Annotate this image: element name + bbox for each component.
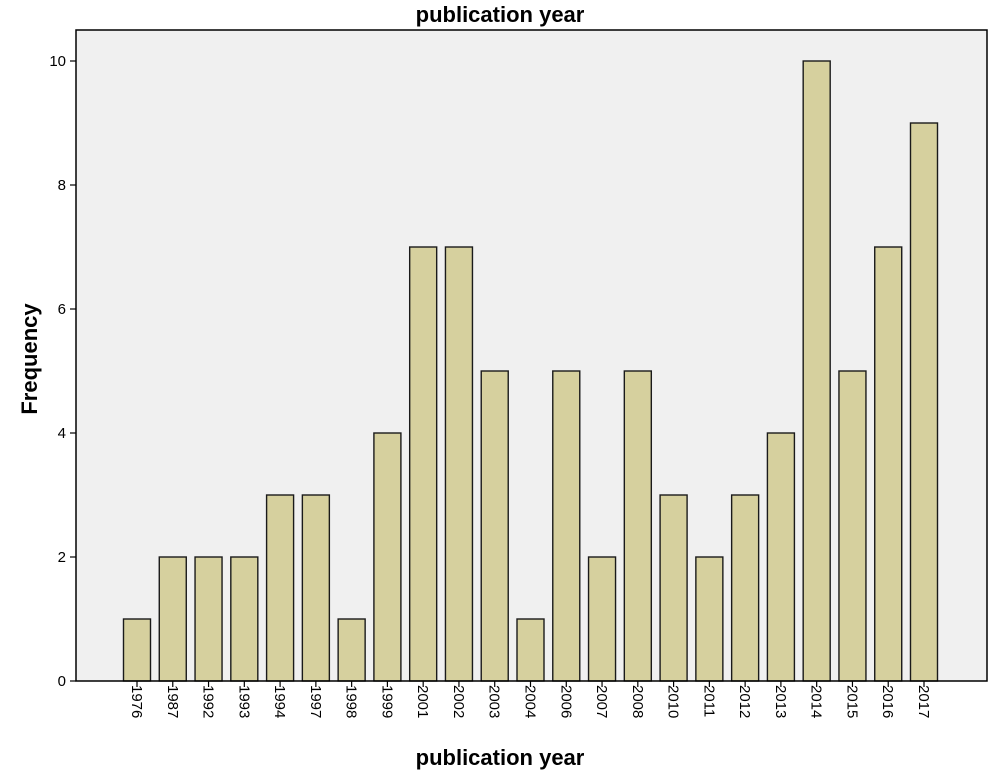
x-tick-label-2011: 2011 <box>700 685 717 717</box>
x-tick-label-2001: 2001 <box>414 685 431 718</box>
x-tick-label-2003: 2003 <box>486 685 503 718</box>
x-tick-label-1998: 1998 <box>343 685 360 718</box>
y-tick-label: 8 <box>58 177 66 194</box>
chart-title: publication year <box>415 2 585 27</box>
bar-2002 <box>444 246 474 682</box>
y-tick-label: 2 <box>58 549 66 566</box>
x-tick-label-2014: 2014 <box>808 685 825 718</box>
bar-2006 <box>552 370 581 682</box>
bar-1976 <box>122 618 152 682</box>
x-tick-label-2002: 2002 <box>450 685 467 718</box>
y-tick-label: 0 <box>58 673 66 690</box>
x-tick-label-1976: 1976 <box>128 685 145 718</box>
bar-2001 <box>408 246 438 682</box>
plot-frame <box>75 29 988 682</box>
x-tick-label-1987: 1987 <box>164 685 181 718</box>
bar-2015 <box>838 370 867 682</box>
x-axis: 1976 1987 1992 1993 1994 1997 1998 1999 2001 2002… <box>128 681 932 718</box>
bar-2010 <box>659 494 688 682</box>
x-tick-label-2004: 2004 <box>522 685 539 718</box>
x-tick-label-2015: 2015 <box>843 685 860 718</box>
bar-1992 <box>194 556 223 682</box>
bar-1987 <box>158 556 187 682</box>
y-tick-label: 4 <box>58 425 66 442</box>
x-tick-label-1999: 1999 <box>378 685 395 718</box>
bar-2014 <box>802 60 831 682</box>
bar-1994 <box>265 494 295 682</box>
x-tick-label-1994: 1994 <box>271 685 288 718</box>
x-axis-title: publication year <box>415 745 585 770</box>
bar-2007 <box>587 556 617 682</box>
y-axis: 0 2 4 6 8 10 <box>49 53 76 690</box>
bar-series <box>122 60 939 682</box>
bar-2013 <box>766 432 796 682</box>
x-tick-label-2017: 2017 <box>915 685 932 718</box>
y-tick-label: 6 <box>58 301 66 318</box>
x-tick-label-2013: 2013 <box>772 685 789 718</box>
x-tick-label-2016: 2016 <box>879 685 896 718</box>
y-tick-label: 10 <box>49 53 66 70</box>
x-tick-label-2007: 2007 <box>593 685 610 718</box>
bar-1993 <box>230 556 259 682</box>
bar-1999 <box>373 432 402 682</box>
bar-2008 <box>623 370 653 682</box>
bar-1998 <box>337 618 366 682</box>
bar-2011 <box>695 556 724 682</box>
x-tick-label-1993: 1993 <box>235 685 252 718</box>
x-tick-label-2010: 2010 <box>665 685 682 718</box>
bar-1997 <box>301 494 331 682</box>
x-tick-label-2012: 2012 <box>736 685 753 718</box>
x-tick-label-1997: 1997 <box>307 685 324 718</box>
bar-2003 <box>480 370 509 682</box>
x-tick-label-2006: 2006 <box>557 685 574 718</box>
bar-2017 <box>909 122 939 682</box>
bar-2016 <box>874 246 903 682</box>
plot-area <box>76 30 987 681</box>
bar-2004 <box>516 618 545 682</box>
x-tick-label-2008: 2008 <box>629 685 646 718</box>
x-tick-label-1992: 1992 <box>200 685 217 718</box>
bar-2012 <box>730 494 760 682</box>
